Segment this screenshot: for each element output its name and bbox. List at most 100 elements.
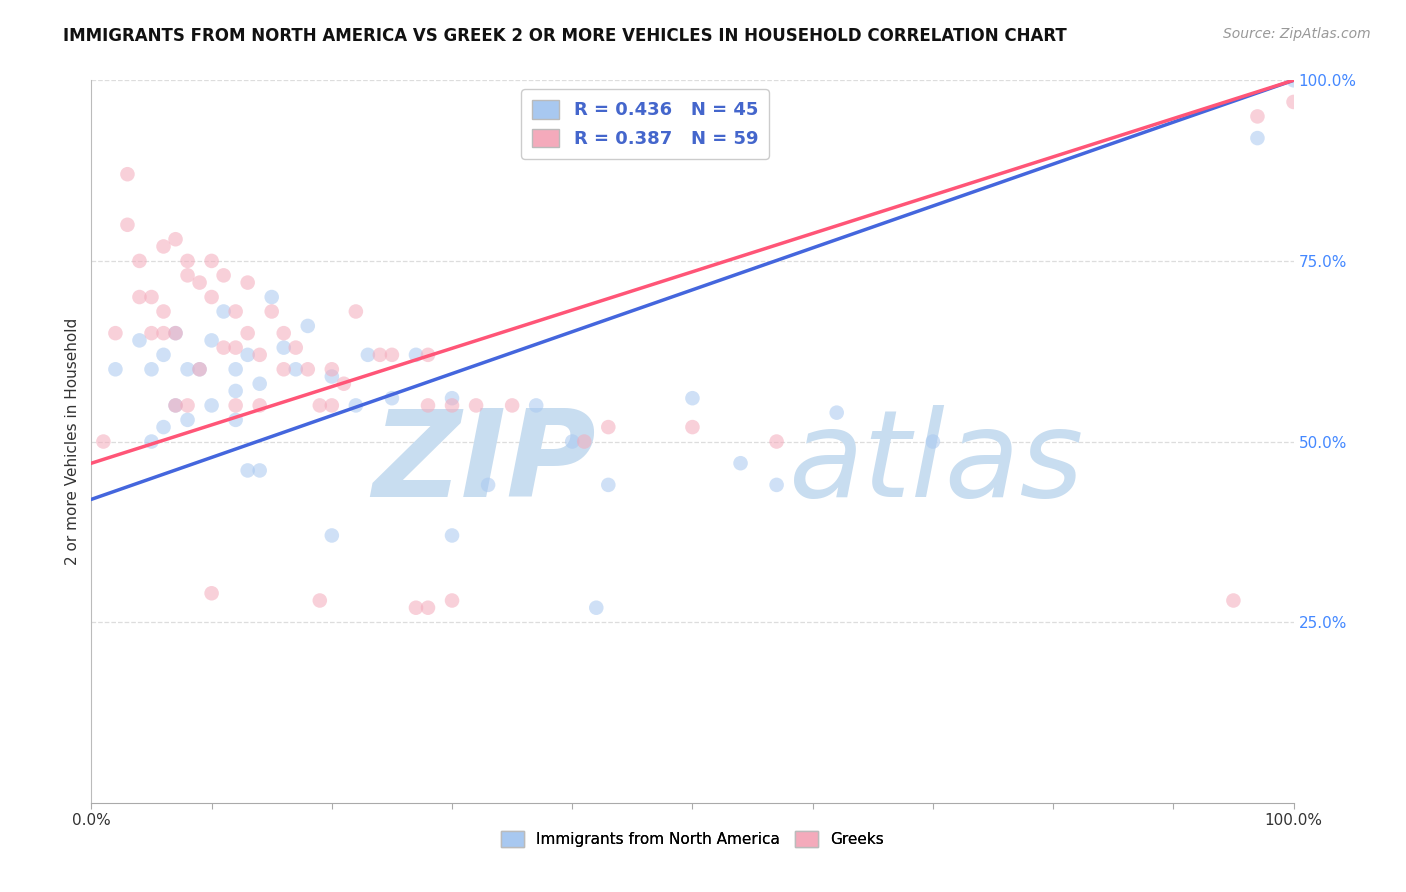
Point bbox=[1222, 593, 1244, 607]
Point bbox=[152, 304, 174, 318]
Point bbox=[765, 478, 787, 492]
Point bbox=[176, 398, 198, 412]
Point bbox=[598, 478, 620, 492]
Point bbox=[598, 420, 620, 434]
Point bbox=[368, 348, 391, 362]
Point bbox=[1282, 73, 1305, 87]
Point bbox=[416, 600, 439, 615]
Point bbox=[416, 348, 439, 362]
Point bbox=[321, 362, 343, 376]
Point bbox=[236, 326, 259, 340]
Point bbox=[249, 376, 271, 391]
Point bbox=[344, 398, 367, 412]
Point bbox=[176, 268, 198, 283]
Point bbox=[236, 348, 259, 362]
Point bbox=[273, 341, 295, 355]
Point bbox=[104, 362, 127, 376]
Point bbox=[730, 456, 752, 470]
Point bbox=[176, 253, 198, 268]
Point bbox=[188, 362, 211, 376]
Point bbox=[681, 420, 703, 434]
Point bbox=[225, 341, 247, 355]
Point bbox=[117, 218, 139, 232]
Point bbox=[260, 290, 283, 304]
Point bbox=[284, 341, 307, 355]
Point bbox=[1246, 131, 1268, 145]
Point bbox=[765, 434, 787, 449]
Point bbox=[188, 362, 211, 376]
Point bbox=[104, 326, 127, 340]
Point bbox=[561, 434, 583, 449]
Point bbox=[273, 362, 295, 376]
Point bbox=[152, 239, 174, 253]
Point bbox=[117, 167, 139, 181]
Point bbox=[825, 406, 848, 420]
Point bbox=[236, 463, 259, 477]
Point bbox=[236, 276, 259, 290]
Point bbox=[201, 334, 224, 348]
Point bbox=[344, 304, 367, 318]
Point bbox=[212, 341, 235, 355]
Point bbox=[681, 391, 703, 405]
Point bbox=[201, 290, 224, 304]
Point bbox=[141, 362, 163, 376]
Point bbox=[128, 334, 150, 348]
Point bbox=[260, 304, 283, 318]
Point bbox=[333, 376, 356, 391]
Point bbox=[141, 434, 163, 449]
Point bbox=[152, 326, 174, 340]
Point bbox=[1282, 95, 1305, 109]
Point bbox=[273, 326, 295, 340]
Point bbox=[249, 463, 271, 477]
Point bbox=[357, 348, 380, 362]
Point bbox=[165, 326, 187, 340]
Point bbox=[405, 600, 427, 615]
Point bbox=[465, 398, 488, 412]
Text: Source: ZipAtlas.com: Source: ZipAtlas.com bbox=[1223, 27, 1371, 41]
Point bbox=[440, 528, 463, 542]
Point bbox=[249, 398, 271, 412]
Point bbox=[585, 600, 607, 615]
Point bbox=[176, 362, 198, 376]
Point bbox=[297, 318, 319, 333]
Point bbox=[128, 253, 150, 268]
Point bbox=[141, 326, 163, 340]
Point bbox=[922, 434, 945, 449]
Point bbox=[225, 384, 247, 398]
Point bbox=[440, 398, 463, 412]
Point bbox=[284, 362, 307, 376]
Point bbox=[1246, 110, 1268, 124]
Legend: Immigrants from North America, Greeks: Immigrants from North America, Greeks bbox=[495, 825, 890, 853]
Point bbox=[165, 232, 187, 246]
Point bbox=[188, 276, 211, 290]
Point bbox=[201, 253, 224, 268]
Point bbox=[165, 326, 187, 340]
Point bbox=[524, 398, 547, 412]
Point bbox=[321, 369, 343, 384]
Text: ZIP: ZIP bbox=[373, 405, 596, 522]
Point bbox=[308, 593, 330, 607]
Point bbox=[212, 268, 235, 283]
Point bbox=[440, 391, 463, 405]
Point bbox=[152, 420, 174, 434]
Point bbox=[225, 362, 247, 376]
Point bbox=[381, 348, 404, 362]
Point bbox=[477, 478, 499, 492]
Y-axis label: 2 or more Vehicles in Household: 2 or more Vehicles in Household bbox=[65, 318, 80, 566]
Point bbox=[176, 413, 198, 427]
Point bbox=[225, 304, 247, 318]
Point bbox=[405, 348, 427, 362]
Point bbox=[225, 398, 247, 412]
Point bbox=[321, 528, 343, 542]
Text: IMMIGRANTS FROM NORTH AMERICA VS GREEK 2 OR MORE VEHICLES IN HOUSEHOLD CORRELATI: IMMIGRANTS FROM NORTH AMERICA VS GREEK 2… bbox=[63, 27, 1067, 45]
Point bbox=[141, 290, 163, 304]
Point bbox=[152, 348, 174, 362]
Point bbox=[225, 413, 247, 427]
Point bbox=[249, 348, 271, 362]
Point bbox=[165, 398, 187, 412]
Point bbox=[416, 398, 439, 412]
Point bbox=[201, 586, 224, 600]
Point bbox=[165, 398, 187, 412]
Text: atlas: atlas bbox=[789, 405, 1084, 522]
Point bbox=[501, 398, 523, 412]
